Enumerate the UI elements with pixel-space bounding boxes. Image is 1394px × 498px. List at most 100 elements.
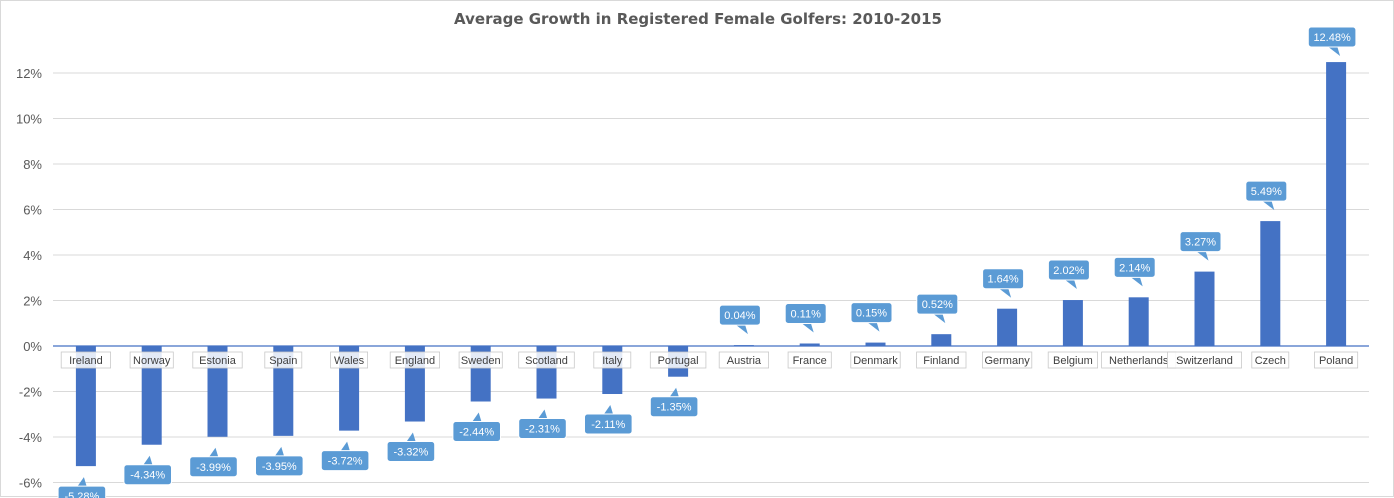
bar [931,334,952,346]
y-tick-label: 8% [23,157,42,172]
svg-text:3.27%: 3.27% [1185,237,1216,249]
category-label: Scotland [518,351,575,369]
data-label: -1.35% [649,387,699,418]
category-label: Belgium [1047,351,1098,369]
category-labels: Ireland Norway Estonia Spain Wales England Swe… [60,351,1359,369]
svg-text:Belgium: Belgium [1053,355,1093,367]
bar [273,346,294,436]
category-label: England [389,351,441,369]
svg-text:Ireland: Ireland [69,355,103,367]
data-label: -2.44% [452,412,501,443]
y-tick-label: -4% [19,430,43,445]
svg-text:-2.31%: -2.31% [525,424,560,436]
category-label: Denmark [850,351,901,369]
svg-text:Italy: Italy [602,355,623,367]
svg-text:2.14%: 2.14% [1119,262,1150,274]
bar [207,346,228,437]
data-label: -3.95% [255,446,304,477]
category-label: Switzerland [1167,351,1243,369]
svg-text:Portugal: Portugal [658,355,699,367]
data-label: 0.04% [718,304,761,335]
svg-text:Germany: Germany [984,355,1030,367]
svg-text:0.15%: 0.15% [856,308,887,320]
svg-text:1.64%: 1.64% [987,274,1018,286]
y-tick-label: 2% [23,294,42,309]
bar [1062,300,1083,346]
svg-text:-1.35%: -1.35% [657,402,692,414]
bar [1326,62,1347,347]
svg-text:5.49%: 5.49% [1251,186,1282,198]
svg-text:-3.72%: -3.72% [328,456,363,468]
svg-text:France: France [793,355,827,367]
svg-text:Scotland: Scotland [525,355,568,367]
y-tick-label: 6% [23,203,42,218]
bar [1128,297,1149,346]
category-label: Poland [1314,351,1359,369]
category-label: Spain [264,351,303,369]
svg-text:-3.95%: -3.95% [262,461,297,473]
data-label: -2.11% [584,405,633,435]
y-tick-label: -2% [19,385,43,400]
svg-text:Austria: Austria [727,355,762,367]
data-label: 5.49% [1245,180,1288,211]
category-label: Austria [718,351,770,369]
svg-text:Denmark: Denmark [853,355,898,367]
y-tick-label: 12% [16,66,42,81]
svg-text:-3.99%: -3.99% [196,462,231,474]
data-label: 2.14% [1113,256,1156,287]
y-tick-label: 4% [23,248,42,263]
data-labels: -5.28% -4.34% -3.99% -3.95% -3.72% -3.32% -2.4… [57,26,1357,498]
y-axis-ticks: 12% 10% 8% 6% 4% 2% 0% -2% -4% -6% [16,66,42,491]
category-label: Wales [330,351,369,369]
svg-text:Wales: Wales [334,355,365,367]
data-label: -5.28% [57,477,107,498]
category-label: Czech [1251,351,1290,369]
category-label: Norway [129,351,174,369]
svg-text:Finland: Finland [923,355,959,367]
svg-text:Estonia: Estonia [199,355,237,367]
svg-text:-4.34%: -4.34% [130,470,165,482]
svg-text:Netherlands: Netherlands [1109,355,1169,367]
bar [1194,271,1215,346]
category-label: Portugal [649,351,707,369]
data-label: -3.99% [189,447,238,478]
svg-text:England: England [395,355,435,367]
svg-text:Norway: Norway [133,355,171,367]
svg-text:0.52%: 0.52% [922,299,953,311]
data-label: 0.52% [916,293,959,324]
svg-text:Sweden: Sweden [461,355,501,367]
data-label: 3.27% [1179,231,1222,261]
svg-text:-2.44%: -2.44% [459,427,494,439]
chart-title: Average Growth in Registered Female Golf… [454,10,942,28]
bar [799,343,820,346]
svg-text:12.48%: 12.48% [1313,32,1351,44]
data-label: 0.11% [784,302,827,333]
data-label: 2.02% [1047,259,1090,290]
category-label: Sweden [458,351,503,369]
category-label: Netherlands [1101,351,1177,369]
svg-text:0.04%: 0.04% [724,310,755,322]
data-label: -2.31% [518,409,567,440]
y-tick-label: 0% [23,339,42,354]
data-label: -4.34% [123,455,172,486]
svg-text:-5.28%: -5.28% [64,491,99,498]
bar [75,346,96,467]
data-label: 0.15% [850,302,893,332]
data-label: -3.32% [386,432,436,463]
y-tick-label: 10% [16,112,42,127]
category-label: Germany [982,351,1033,369]
svg-text:-2.11%: -2.11% [591,419,625,431]
svg-text:0.11%: 0.11% [791,308,822,320]
svg-text:2.02%: 2.02% [1053,265,1084,277]
data-label: 12.48% [1307,26,1357,56]
svg-text:Switzerland: Switzerland [1176,355,1233,367]
svg-text:Spain: Spain [269,355,297,367]
category-label: Finland [916,351,967,369]
category-label: Estonia [192,351,243,369]
y-tick-label: -6% [19,476,43,491]
bar [997,308,1018,346]
bar [141,346,162,445]
bar [1260,221,1281,346]
